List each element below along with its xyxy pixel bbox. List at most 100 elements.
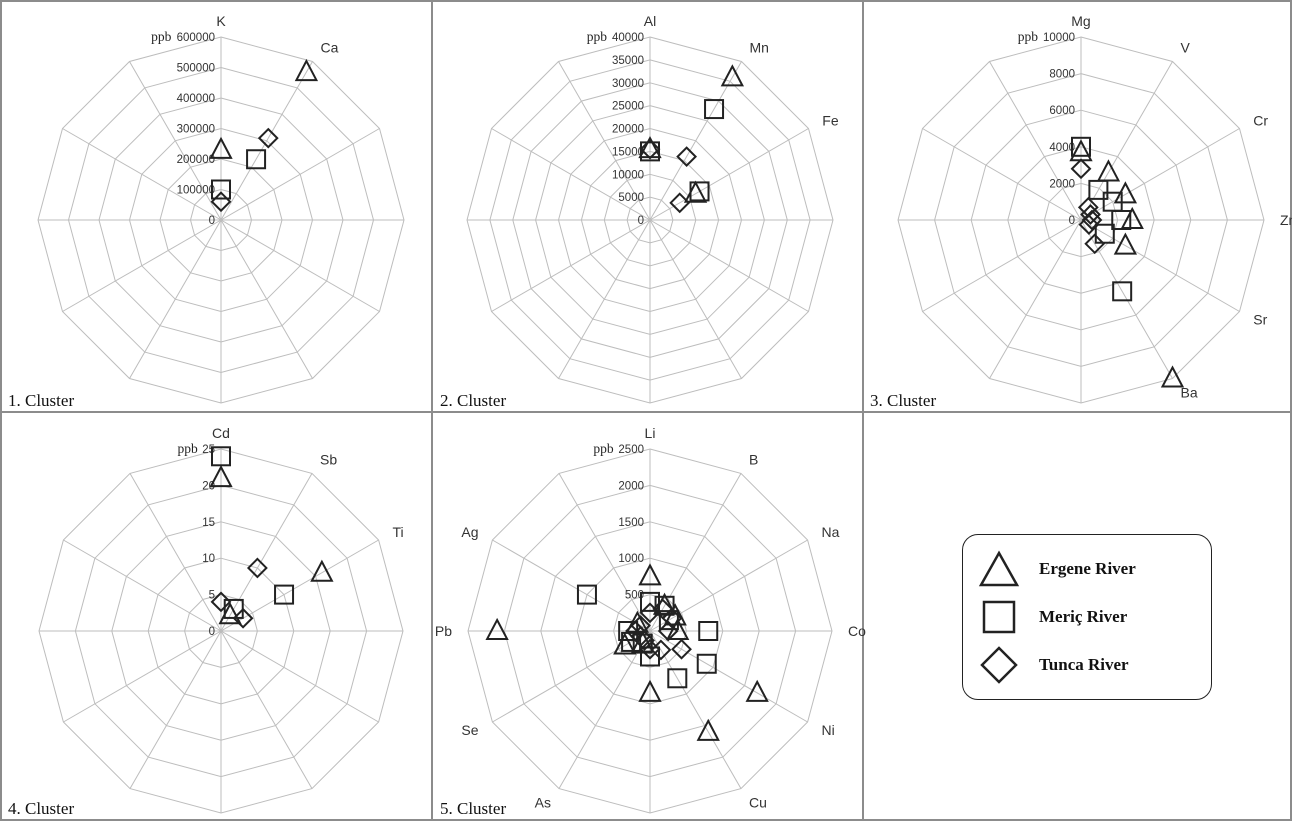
axis-label-mg: Mg: [1071, 13, 1090, 29]
tick-label: 25000: [612, 101, 644, 113]
diamond-point-pb: [625, 620, 646, 642]
legend-label-tunca: Tunca River: [1039, 655, 1129, 674]
axis-label-na: Na: [822, 524, 840, 540]
grid-spoke: [491, 219, 651, 312]
triangle-point-ti: [310, 559, 334, 582]
triangle-point-pb: [485, 617, 509, 640]
diamond-point-se: [630, 626, 651, 647]
grid-spoke: [492, 539, 651, 632]
axis-label-v: V: [1181, 40, 1191, 56]
tick-label: 8000: [1049, 69, 1075, 81]
grid-spoke: [922, 219, 1082, 312]
tick-label: 200000: [177, 154, 215, 166]
square-point-sr: [1094, 223, 1115, 244]
tick-label: 30000: [612, 78, 644, 90]
triangle-point-fe: [683, 180, 708, 203]
unit-label: ppb: [587, 29, 608, 44]
square-point-fe: [689, 181, 710, 202]
tick-label: 5: [209, 590, 215, 602]
grid-spoke: [63, 539, 222, 632]
diamond-point-sr: [1078, 214, 1100, 235]
axis-label-mn: Mn: [750, 40, 769, 56]
triangle-point-se: [613, 632, 637, 655]
axis-label-pb: Pb: [435, 623, 452, 639]
tick-label: 10000: [1043, 32, 1075, 44]
square-marker-icon: [982, 600, 1016, 634]
legend-item-tunca: Tunca River: [977, 645, 1207, 685]
legend: Ergene River Meriç River Tunca River: [962, 534, 1212, 700]
square-point-k: [211, 179, 231, 200]
diamond-point-ti: [232, 607, 254, 629]
grid-spoke: [649, 539, 808, 632]
grid-spoke: [649, 219, 809, 312]
square-point-co: [698, 621, 719, 641]
tick-label: 40000: [612, 32, 644, 44]
grid-spoke: [220, 61, 313, 221]
axis-label-fe: Fe: [822, 113, 839, 129]
square-point-zn: [1111, 210, 1132, 230]
grid-spoke: [220, 473, 313, 632]
tick-label: 500000: [177, 63, 215, 75]
unit-label: ppb: [593, 441, 614, 456]
square-point-se: [621, 631, 642, 652]
unit-label: ppb: [178, 441, 199, 456]
diamond-point-mn: [676, 146, 698, 168]
tick-label: 0: [1069, 215, 1075, 227]
grid-spoke: [491, 128, 651, 221]
tick-label: 1500: [618, 517, 644, 529]
axis-label-k: K: [216, 13, 226, 29]
grid-spoke: [492, 630, 651, 723]
legend-item-ergene: Ergene River: [977, 549, 1207, 589]
panel-label: 3. Cluster: [870, 391, 936, 410]
grid-spoke: [1080, 219, 1240, 312]
axis-label-co: Co: [848, 623, 866, 639]
grid-spoke: [1080, 61, 1173, 221]
grid-spoke: [129, 219, 222, 379]
triangle-point-zn: [1120, 206, 1144, 229]
diamond-point-fe: [669, 192, 691, 214]
diamond-point-cr: [1080, 204, 1101, 225]
diamond-point-k: [210, 191, 232, 213]
legend-label-ergene: Ergene River: [1039, 559, 1136, 578]
diamond-point-co: [657, 620, 679, 642]
axis-label-sr: Sr: [1253, 312, 1267, 328]
triangle-point-li: [638, 563, 662, 586]
tick-label: 600000: [177, 32, 215, 44]
tick-label: 15000: [612, 146, 644, 158]
triangle-point-v: [1096, 159, 1121, 182]
triangle-point-mn: [720, 64, 745, 87]
axis-label-sb: Sb: [320, 452, 337, 468]
square-point-v: [1088, 179, 1109, 200]
diamond-point-cu: [650, 639, 672, 661]
grid-spoke: [129, 473, 222, 632]
grid-spoke: [1080, 219, 1173, 379]
triangle-point-ni: [745, 679, 769, 702]
tick-label: 1000: [618, 553, 644, 565]
tick-label: 0: [209, 215, 215, 227]
grid-spoke: [220, 128, 380, 221]
tick-label: 300000: [177, 124, 215, 136]
tick-label: 20000: [612, 124, 644, 136]
diamond-point-cd: [210, 591, 232, 613]
panel-label: 2. Cluster: [440, 391, 506, 410]
grid-spoke: [649, 219, 742, 379]
tick-label: 25: [202, 444, 215, 456]
square-point-ti: [274, 584, 295, 605]
grid-spoke: [989, 219, 1082, 379]
axis-label-as: As: [535, 795, 551, 811]
square-point-ca: [246, 149, 267, 170]
square-point-cd: [211, 446, 231, 467]
tick-label: 0: [209, 626, 215, 638]
grid-spoke: [922, 128, 1082, 221]
tick-label: 400000: [177, 93, 215, 105]
grid-spoke: [220, 539, 379, 632]
grid-spoke: [220, 630, 379, 723]
radar-chart-3: Mg V Cr Zn Sr Ba 0 2000 4000 6000 8000 10000 ppb 3. C…: [870, 13, 1292, 410]
tick-label: 2500: [618, 444, 644, 456]
diamond-point-ag: [630, 615, 651, 636]
triangle-point-ga: [638, 679, 662, 702]
grid-spoke: [62, 219, 222, 312]
triangle-point-ba: [1160, 365, 1185, 388]
